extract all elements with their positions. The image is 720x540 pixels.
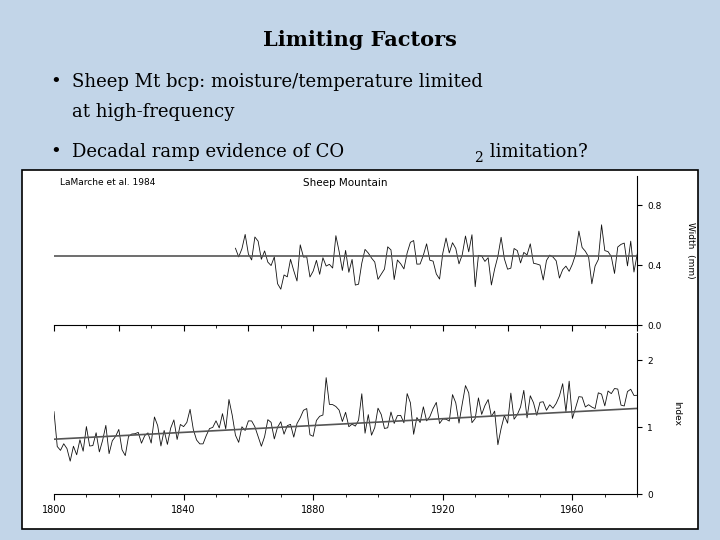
Text: Decadal ramp evidence of CO: Decadal ramp evidence of CO (72, 143, 344, 161)
Text: 2: 2 (474, 151, 482, 165)
Y-axis label: Index: Index (672, 401, 681, 426)
Text: •: • (50, 73, 61, 91)
Text: Sheep Mountain: Sheep Mountain (303, 179, 388, 188)
Text: •: • (50, 143, 61, 161)
Text: Sheep Mt bcp: moisture/temperature limited: Sheep Mt bcp: moisture/temperature limit… (72, 73, 483, 91)
Text: LaMarche et al. 1984: LaMarche et al. 1984 (60, 179, 156, 187)
Text: limitation?: limitation? (484, 143, 588, 161)
Text: at high-frequency: at high-frequency (72, 103, 235, 120)
Y-axis label: Width  (mm): Width (mm) (686, 222, 696, 279)
Text: Limiting Factors: Limiting Factors (263, 30, 457, 50)
